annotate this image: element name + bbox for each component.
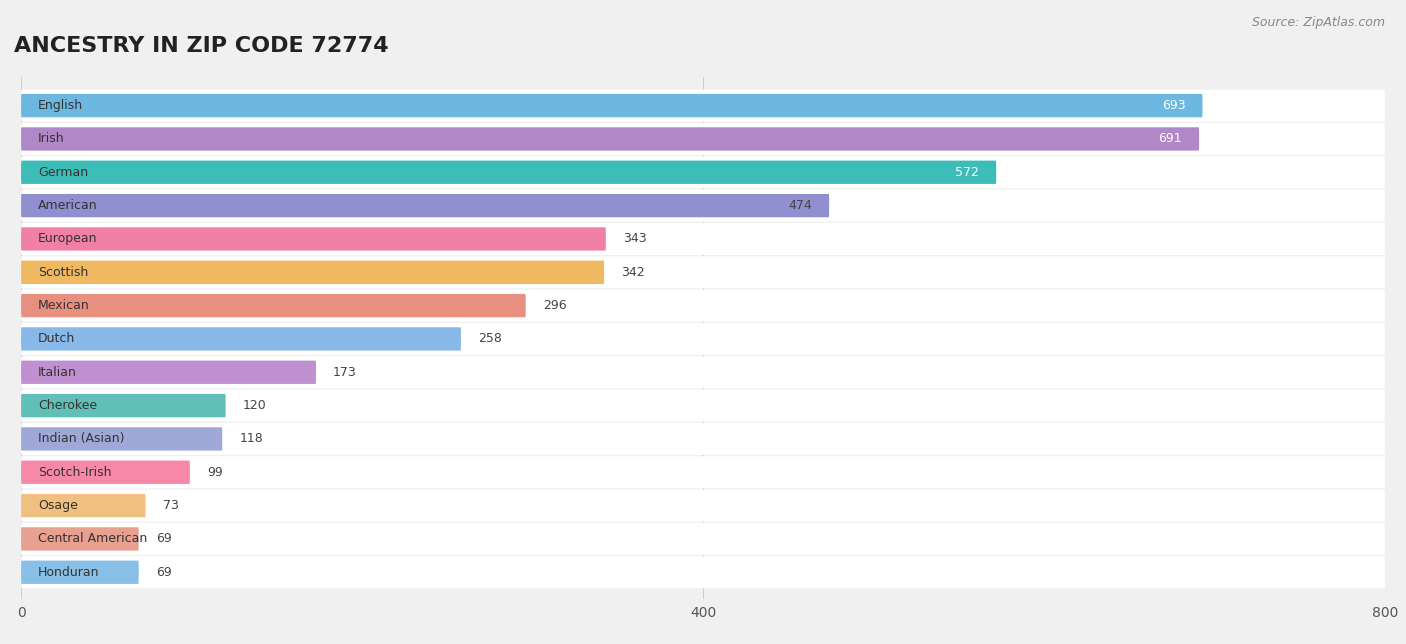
Text: Scotch-Irish: Scotch-Irish bbox=[38, 466, 111, 478]
FancyBboxPatch shape bbox=[21, 560, 139, 584]
FancyBboxPatch shape bbox=[21, 460, 190, 484]
Text: Indian (Asian): Indian (Asian) bbox=[38, 432, 125, 446]
FancyBboxPatch shape bbox=[21, 427, 222, 451]
FancyBboxPatch shape bbox=[21, 556, 1385, 588]
FancyBboxPatch shape bbox=[21, 390, 1385, 422]
FancyBboxPatch shape bbox=[21, 227, 606, 251]
FancyBboxPatch shape bbox=[21, 527, 139, 551]
Text: European: European bbox=[38, 232, 97, 245]
Text: Honduran: Honduran bbox=[38, 566, 100, 579]
FancyBboxPatch shape bbox=[21, 356, 1385, 388]
Text: Italian: Italian bbox=[38, 366, 77, 379]
FancyBboxPatch shape bbox=[21, 194, 830, 217]
FancyBboxPatch shape bbox=[21, 223, 1385, 255]
Text: Source: ZipAtlas.com: Source: ZipAtlas.com bbox=[1251, 16, 1385, 29]
Text: Osage: Osage bbox=[38, 499, 77, 512]
FancyBboxPatch shape bbox=[21, 290, 1385, 321]
FancyBboxPatch shape bbox=[21, 323, 1385, 355]
FancyBboxPatch shape bbox=[21, 489, 1385, 522]
FancyBboxPatch shape bbox=[21, 123, 1385, 155]
Text: Dutch: Dutch bbox=[38, 332, 76, 345]
FancyBboxPatch shape bbox=[21, 494, 146, 517]
FancyBboxPatch shape bbox=[21, 423, 1385, 455]
FancyBboxPatch shape bbox=[21, 523, 1385, 555]
Text: 120: 120 bbox=[243, 399, 267, 412]
FancyBboxPatch shape bbox=[21, 189, 1385, 222]
Text: 296: 296 bbox=[543, 299, 567, 312]
FancyBboxPatch shape bbox=[21, 261, 605, 284]
Text: 572: 572 bbox=[955, 166, 979, 179]
FancyBboxPatch shape bbox=[21, 156, 1385, 188]
FancyBboxPatch shape bbox=[21, 128, 1199, 151]
Text: 474: 474 bbox=[789, 199, 813, 212]
Text: American: American bbox=[38, 199, 98, 212]
Text: 693: 693 bbox=[1161, 99, 1185, 112]
Text: Irish: Irish bbox=[38, 133, 65, 146]
Text: Mexican: Mexican bbox=[38, 299, 90, 312]
Text: 691: 691 bbox=[1159, 133, 1182, 146]
Text: English: English bbox=[38, 99, 83, 112]
Text: German: German bbox=[38, 166, 89, 179]
Text: 258: 258 bbox=[478, 332, 502, 345]
FancyBboxPatch shape bbox=[21, 294, 526, 317]
Text: 69: 69 bbox=[156, 533, 172, 545]
Text: ANCESTRY IN ZIP CODE 72774: ANCESTRY IN ZIP CODE 72774 bbox=[14, 37, 389, 57]
Text: 118: 118 bbox=[239, 432, 263, 446]
Text: 73: 73 bbox=[163, 499, 179, 512]
Text: Cherokee: Cherokee bbox=[38, 399, 97, 412]
FancyBboxPatch shape bbox=[21, 327, 461, 350]
Text: 173: 173 bbox=[333, 366, 357, 379]
FancyBboxPatch shape bbox=[21, 90, 1385, 122]
Text: 99: 99 bbox=[207, 466, 222, 478]
Text: 343: 343 bbox=[623, 232, 647, 245]
FancyBboxPatch shape bbox=[21, 456, 1385, 488]
FancyBboxPatch shape bbox=[21, 94, 1202, 117]
FancyBboxPatch shape bbox=[21, 361, 316, 384]
Text: Central American: Central American bbox=[38, 533, 148, 545]
Text: Scottish: Scottish bbox=[38, 266, 89, 279]
Text: 342: 342 bbox=[621, 266, 645, 279]
FancyBboxPatch shape bbox=[21, 256, 1385, 289]
FancyBboxPatch shape bbox=[21, 160, 997, 184]
Text: 69: 69 bbox=[156, 566, 172, 579]
FancyBboxPatch shape bbox=[21, 394, 225, 417]
